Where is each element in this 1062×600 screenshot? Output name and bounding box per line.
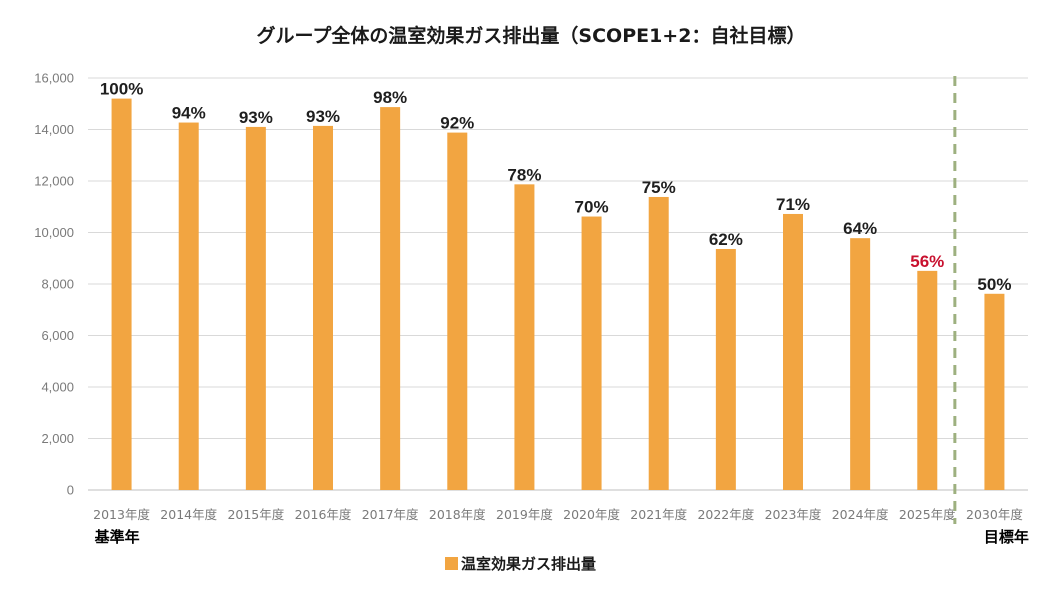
- y-axis-ticks: 0 2,000 4,000 6,000 8,000 10,000 12,000 14,000 1…: [34, 71, 74, 498]
- data-label: 71%: [776, 195, 810, 214]
- x-tick-label: 2013年度: [93, 507, 150, 522]
- bar: [313, 125, 333, 491]
- x-tick-label: 2024年度: [832, 507, 889, 522]
- category-sublabels: 基準年 目標年: [94, 528, 1029, 546]
- bar: [917, 270, 938, 490]
- data-label: 94%: [172, 104, 206, 123]
- legend-label: 温室効果ガス排出量: [461, 555, 596, 573]
- data-label: 93%: [239, 108, 273, 127]
- bar: [178, 122, 199, 491]
- x-tick-label: 2020年度: [563, 507, 620, 522]
- y-tick-label: 10,000: [34, 225, 74, 240]
- bar: [111, 98, 132, 490]
- y-tick-label: 0: [67, 483, 74, 498]
- x-tick-label: 2025年度: [899, 507, 956, 522]
- y-tick-label: 6,000: [41, 328, 74, 343]
- data-label: 92%: [440, 114, 474, 133]
- bars: [111, 98, 1005, 491]
- x-tick-label: 2015年度: [227, 507, 284, 522]
- y-tick-label: 4,000: [41, 380, 74, 395]
- legend: 温室効果ガス排出量: [445, 555, 596, 573]
- x-tick-label: 2016年度: [295, 507, 352, 522]
- bar: [245, 126, 266, 491]
- bar: [648, 196, 669, 490]
- y-tick-label: 14,000: [34, 122, 74, 137]
- bar: [447, 132, 468, 490]
- data-label: 100%: [100, 80, 143, 99]
- chart-title: グループ全体の温室効果ガス排出量（SCOPE1+2：自社目標）: [257, 24, 806, 47]
- gridlines: [88, 77, 1028, 491]
- x-tick-label: 2023年度: [765, 507, 822, 522]
- data-label: 56%: [910, 252, 944, 271]
- y-tick-label: 16,000: [34, 71, 74, 86]
- data-label: 70%: [575, 198, 609, 217]
- x-tick-label: 2022年度: [697, 507, 754, 522]
- bar: [984, 293, 1005, 490]
- data-label: 78%: [507, 165, 541, 184]
- x-tick-label: 2018年度: [429, 507, 486, 522]
- x-tick-label: 2019年度: [496, 507, 553, 522]
- x-tick-label: 2021年度: [630, 507, 687, 522]
- bar: [783, 213, 803, 490]
- data-label: 50%: [977, 275, 1011, 294]
- bar: [581, 216, 602, 490]
- category-sublabel: 基準年: [94, 528, 140, 546]
- bar: [715, 248, 736, 490]
- bar: [380, 107, 401, 490]
- data-label: 62%: [709, 230, 743, 249]
- data-label: 75%: [642, 178, 676, 197]
- data-label: 93%: [306, 107, 340, 126]
- y-tick-label: 8,000: [41, 277, 74, 292]
- data-label: 98%: [373, 88, 407, 107]
- data-label: 64%: [843, 219, 877, 238]
- x-tick-label: 2014年度: [160, 507, 217, 522]
- data-labels: 100% 94% 93% 93% 98% 92% 78% 70% 75% 62% 71% 64% 56%…: [100, 80, 1012, 294]
- x-tick-label: 2017年度: [362, 507, 419, 522]
- y-tick-label: 12,000: [34, 174, 74, 189]
- legend-swatch: [445, 557, 458, 570]
- x-tick-label: 2030年度: [966, 507, 1023, 522]
- category-sublabel: 目標年: [984, 528, 1029, 546]
- x-axis-ticks: 2013年度 2014年度 2015年度 2016年度 2017年度 2018年度 2019…: [93, 507, 1023, 522]
- bar: [850, 238, 871, 490]
- y-tick-label: 2,000: [41, 431, 74, 446]
- bar: [514, 184, 535, 490]
